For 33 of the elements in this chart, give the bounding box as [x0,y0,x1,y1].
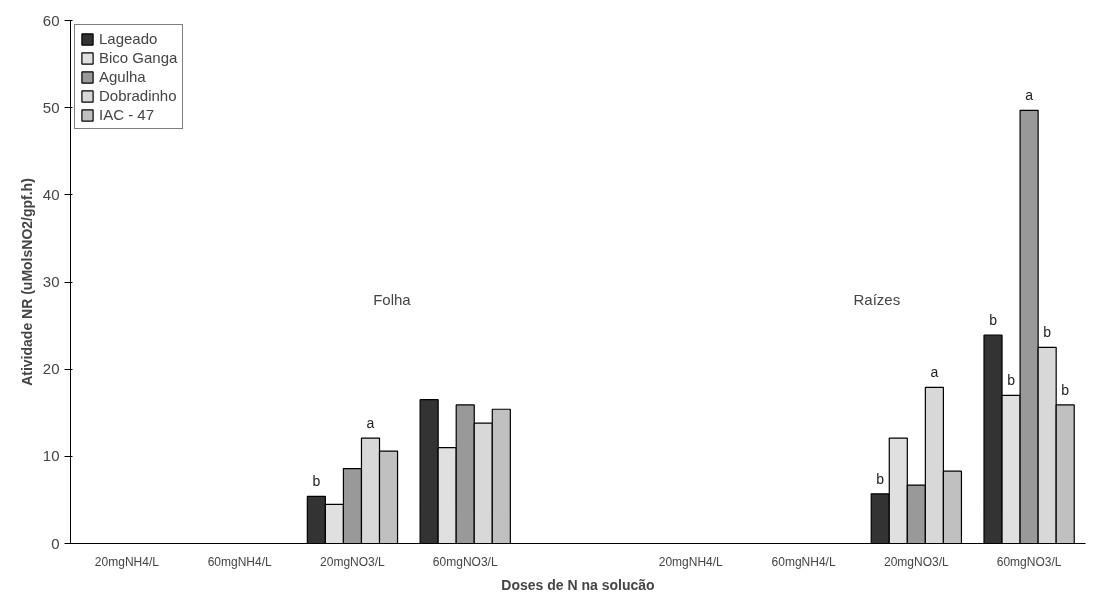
annotation: Folha [373,291,412,309]
legend-label: Bico Ganga [99,49,178,66]
x-tick-label: 20mgNO3/L [883,554,950,569]
legend-label: IAC - 47 [99,106,155,123]
data-label: a [1025,87,1034,104]
y-tick-label: 50 [42,98,60,116]
x-axis-title: Doses de N na solucão [501,576,655,593]
x-tick-label: 60mgNH4/L [771,554,836,569]
y-tick-label: 30 [42,273,60,290]
legend-label: Dobradinho [99,87,177,104]
data-label: b [312,473,321,490]
data-label: b [1007,372,1016,389]
y-tick-label: 40 [42,185,60,203]
data-label: b [1043,324,1052,341]
y-axis-title: Atividade NR (uMolsNO2/gpf.h) [18,178,35,386]
x-tick-label: 60mgNO3/L [432,554,498,569]
y-tick-label: 20 [42,360,60,378]
data-label: b [989,312,998,329]
x-tick-label: 20mgNO3/L [320,554,386,569]
data-label: b [1061,381,1070,398]
x-tick-label: 60mgNO3/L [996,554,1062,569]
y-tick-label: 0 [51,534,60,552]
legend-label: Lageado [99,30,158,47]
x-tick-label: 20mgNH4/L [658,554,724,569]
x-tick-label: 20mgNH4/L [94,554,160,569]
x-tick-label: 60mgNH4/L [207,554,273,569]
data-label: a [366,415,375,432]
y-tick-label: 10 [42,447,60,465]
data-label: a [930,364,939,381]
data-label: b [876,470,885,487]
legend-label: Agulha [99,68,146,85]
annotation: Raízes [853,291,901,309]
y-tick-label: 60 [42,11,60,29]
